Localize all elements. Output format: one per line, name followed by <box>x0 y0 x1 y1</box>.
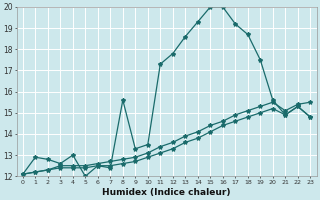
X-axis label: Humidex (Indice chaleur): Humidex (Indice chaleur) <box>102 188 231 197</box>
